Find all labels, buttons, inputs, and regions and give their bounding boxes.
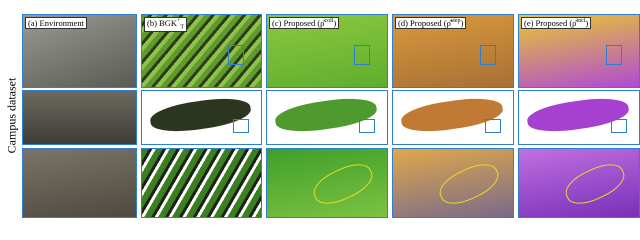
label-part: (e) Proposed ( <box>524 18 573 28</box>
label-part: ρ̂ <box>320 18 325 28</box>
highlight-ellipse <box>434 157 504 211</box>
image-panel: (b) BGK+T <box>141 14 262 88</box>
highlight-ellipse <box>560 157 630 211</box>
panel-label: (b) BGK+T <box>144 17 188 32</box>
label-part: ) <box>460 18 464 28</box>
image-panel <box>22 90 137 145</box>
label-part: + <box>176 18 181 25</box>
label-part: ρ̂ <box>446 18 451 28</box>
image-panel <box>392 90 514 145</box>
label-part: step <box>450 18 461 25</box>
image-panel <box>392 148 514 218</box>
label-part: incl <box>576 18 586 25</box>
label-part: coll <box>324 18 334 25</box>
zoom-box <box>480 45 496 65</box>
image-panel: (a) Environment <box>22 14 137 88</box>
zoom-box <box>606 45 622 65</box>
panel-label: (e) Proposed (ρ̂incl) <box>521 17 592 29</box>
zoom-box <box>359 119 375 133</box>
label-part: ρ̂ <box>572 18 577 28</box>
label-part: (d) Proposed ( <box>398 18 447 28</box>
zoom-box <box>611 119 627 133</box>
zoom-box <box>354 45 370 65</box>
label-part: ) <box>333 18 337 28</box>
panel-label: (d) Proposed (ρ̂step) <box>395 17 467 29</box>
label-part: (a) Environment <box>28 18 84 28</box>
image-panel <box>266 90 388 145</box>
zoom-box <box>228 45 244 65</box>
image-panel: (c) Proposed (ρ̂coll) <box>266 14 388 88</box>
label-part: (b) BGK <box>147 18 177 28</box>
image-panel <box>266 148 388 218</box>
image-panel <box>22 148 137 218</box>
image-panel <box>518 90 640 145</box>
label-part: (c) Proposed ( <box>272 18 321 28</box>
zoom-box <box>485 119 501 133</box>
side-label: Campus dataset <box>4 77 19 154</box>
panel-label: (c) Proposed (ρ̂coll) <box>269 17 340 29</box>
image-panel <box>518 148 640 218</box>
label-part: ) <box>585 18 589 28</box>
image-panel <box>141 90 262 145</box>
highlight-ellipse <box>308 157 378 211</box>
image-panel: (e) Proposed (ρ̂incl) <box>518 14 640 88</box>
figure: Campus dataset (a) Environment (b) BGK+T(… <box>4 14 640 218</box>
image-panel: (d) Proposed (ρ̂step) <box>392 14 514 88</box>
panel-label: (a) Environment <box>25 17 87 29</box>
label-part: T <box>180 24 185 31</box>
image-panel <box>141 148 262 218</box>
zoom-box <box>233 119 249 133</box>
